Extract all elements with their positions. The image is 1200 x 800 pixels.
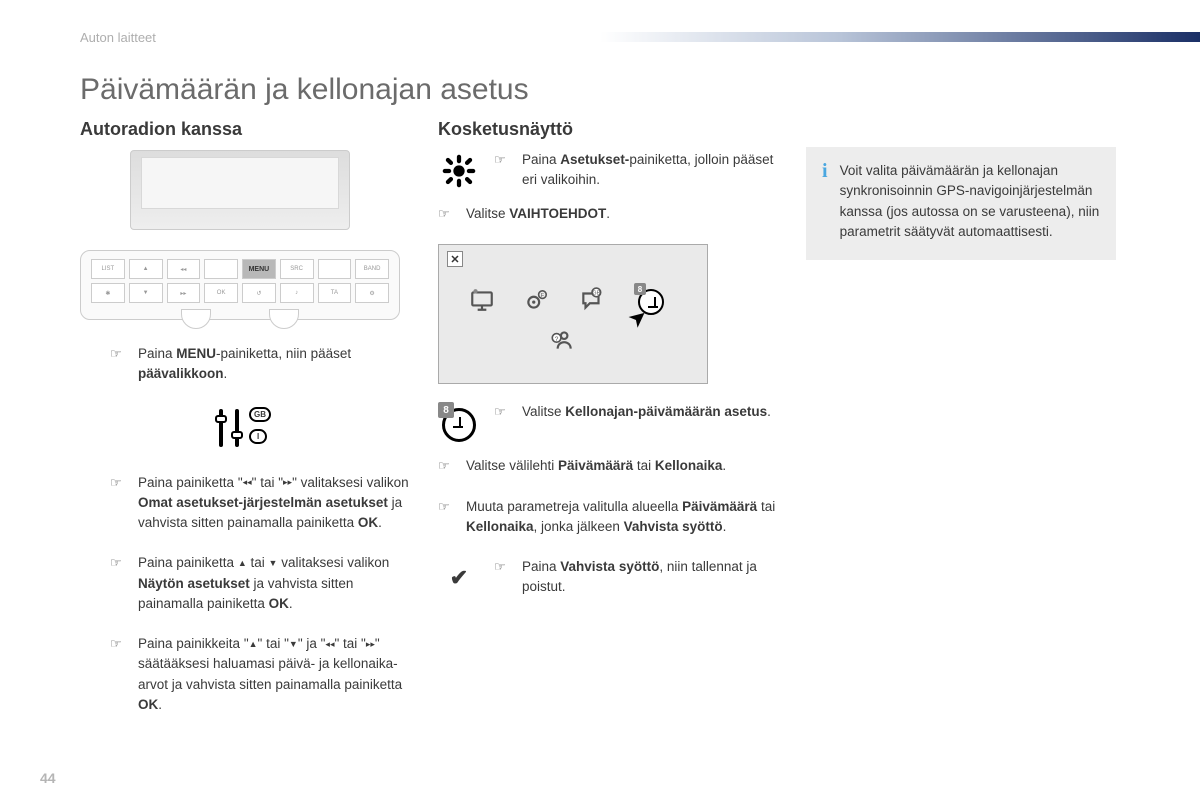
touch-step-2: ☞ Valitse VAIHTOEHDOT. — [438, 204, 778, 224]
info-box: i Voit valita päivämäärän ja kellonajan … — [806, 147, 1116, 260]
touch-step-2-text: Valitse VAIHTOEHDOT. — [466, 204, 610, 224]
column-touchscreen: Kosketusnäyttö ☞ Paina Asetukset-painike… — [438, 119, 778, 735]
monitor-icon — [469, 287, 495, 313]
pointer-icon: ☞ — [110, 473, 124, 534]
step-1-text: Paina MENU-painiketta, niin pääset pääva… — [138, 344, 410, 385]
step-2-text: Paina painiketta "◂◂" tai "▸▸" valitakse… — [138, 473, 410, 534]
heading-touchscreen: Kosketusnäyttö — [438, 119, 778, 140]
step-4-text: Paina painikkeita "▲" tai "▼" ja "◂◂" ta… — [138, 634, 410, 715]
touch-step-5-text: Muuta parametreja valitulla alueella Päi… — [466, 497, 778, 538]
pointer-icon: ☞ — [494, 150, 508, 191]
page-number: 44 — [40, 770, 56, 786]
check-icon: ✔ — [438, 557, 480, 599]
pointer-icon: ☞ — [110, 634, 124, 715]
touch-step-1-text: Paina Asetukset-painiketta, jolloin pääs… — [522, 150, 778, 191]
close-icon: ✕ — [447, 251, 463, 267]
speech-icon: GB — [579, 287, 605, 313]
step-2: ☞ Paina painiketta "◂◂" tai "▸▸" valitak… — [110, 473, 410, 534]
header-gradient-bar — [600, 32, 1200, 42]
step-1: ☞ Paina MENU-painiketta, niin pääset pää… — [110, 344, 410, 385]
svg-text:GB: GB — [592, 291, 600, 297]
touch-step-1: ☞ Paina Asetukset-painiketta, jolloin pä… — [438, 150, 778, 192]
radio-illustration: LIST▲◂◂ MENU SRCBAND ✱▼▸▸ OK↺ ♪TA⚙ — [80, 150, 400, 330]
pointer-icon: ☞ — [438, 497, 452, 538]
page-title: Päivämäärän ja kellonajan asetus — [80, 73, 1120, 107]
gear-icon — [438, 150, 480, 192]
content-columns: Autoradion kanssa LIST▲◂◂ MENU SRCBAND ✱… — [80, 119, 1120, 735]
step-3-text: Paina painiketta ▲ tai ▼ valitaksesi val… — [138, 553, 410, 614]
column-autoradio: Autoradion kanssa LIST▲◂◂ MENU SRCBAND ✱… — [80, 119, 410, 735]
info-text: Voit valita päivämäärän ja kellonajan sy… — [840, 161, 1100, 242]
pointer-icon: ☞ — [494, 557, 508, 598]
pointer-icon: ☞ — [494, 402, 508, 422]
pointer-icon: ☞ — [438, 204, 452, 224]
step-4: ☞ Paina painikkeita "▲" tai "▼" ja "◂◂" … — [110, 634, 410, 715]
touch-step-4: ☞ Valitse välilehti Päivämäärä tai Kello… — [438, 456, 778, 476]
column-info: i Voit valita päivämäärän ja kellonajan … — [806, 119, 1116, 735]
sliders-icon: GB I — [215, 405, 275, 455]
radio-panel: LIST▲◂◂ MENU SRCBAND ✱▼▸▸ OK↺ ♪TA⚙ — [80, 250, 400, 320]
radio-menu-button: MENU — [242, 259, 276, 279]
touch-step-3-text: Valitse Kellonajan-päivämäärän asetus. — [522, 402, 771, 422]
heading-autoradio: Autoradion kanssa — [80, 119, 410, 140]
touch-step-3: 8 ☞ Valitse Kellonajan-päivämäärän asetu… — [438, 402, 778, 444]
touch-step-4-text: Valitse välilehti Päivämäärä tai Kellona… — [466, 456, 726, 476]
person-help-icon: ? — [549, 327, 575, 353]
touch-step-6: ✔ ☞ Paina Vahvista syöttö, niin tallenna… — [438, 557, 778, 599]
clock-icon: 8 — [438, 402, 480, 444]
step-3: ☞ Paina painiketta ▲ tai ▼ valitaksesi v… — [110, 553, 410, 614]
touch-step-6-text: Paina Vahvista syöttö, niin tallennat ja… — [522, 557, 778, 598]
svg-text:?: ? — [555, 336, 559, 343]
info-icon: i — [822, 161, 828, 181]
radio-screen — [130, 150, 350, 230]
pointer-icon: ☞ — [110, 344, 124, 385]
touch-step-5: ☞ Muuta parametreja valitulla alueella P… — [438, 497, 778, 538]
touchscreen-illustration: ✕ F GB 8 ? ➤ — [438, 244, 708, 384]
pointer-icon: ☞ — [110, 553, 124, 614]
gears-icon: F — [524, 287, 550, 313]
pointer-icon: ☞ — [438, 456, 452, 476]
